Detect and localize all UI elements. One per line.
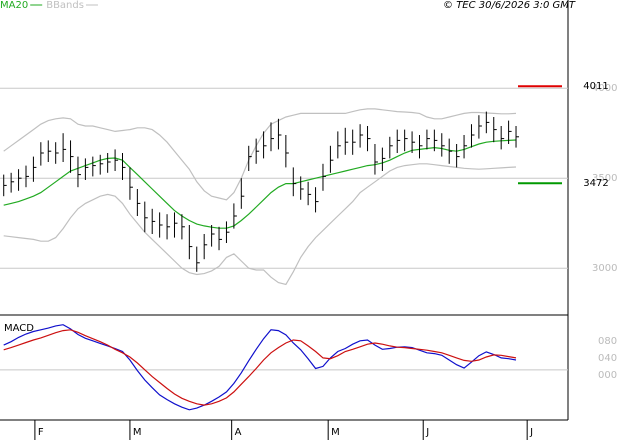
- x-tick-label: J: [529, 427, 533, 438]
- y-tick-label: 080: [598, 336, 617, 347]
- y-tick-label: 3000: [592, 263, 617, 274]
- x-tick-label: J: [425, 427, 429, 438]
- y-tick-label: 040: [598, 353, 617, 364]
- marker-label: 3472: [583, 178, 608, 189]
- y-tick-label: 000: [598, 370, 617, 381]
- marker-label: 4011: [583, 81, 608, 92]
- ma-line: [3, 139, 517, 229]
- macd-line: [3, 329, 517, 406]
- y-tick-label: 4000: [592, 83, 617, 94]
- band-upper: [3, 108, 517, 201]
- x-tick-label: A: [235, 427, 242, 438]
- band-lower: [3, 163, 517, 286]
- y-tick-label: 3500: [592, 173, 617, 184]
- macd-line: [3, 324, 517, 411]
- legend-label: MA20: [0, 0, 28, 11]
- legend-label: BBands: [46, 0, 84, 11]
- source: © TEC 30/6/2026 3:0 GMT: [443, 0, 576, 11]
- x-tick-label: M: [133, 427, 142, 438]
- x-tick-label: F: [38, 427, 44, 438]
- x-tick-label: M: [331, 427, 340, 438]
- panel-title: MACD: [4, 323, 34, 334]
